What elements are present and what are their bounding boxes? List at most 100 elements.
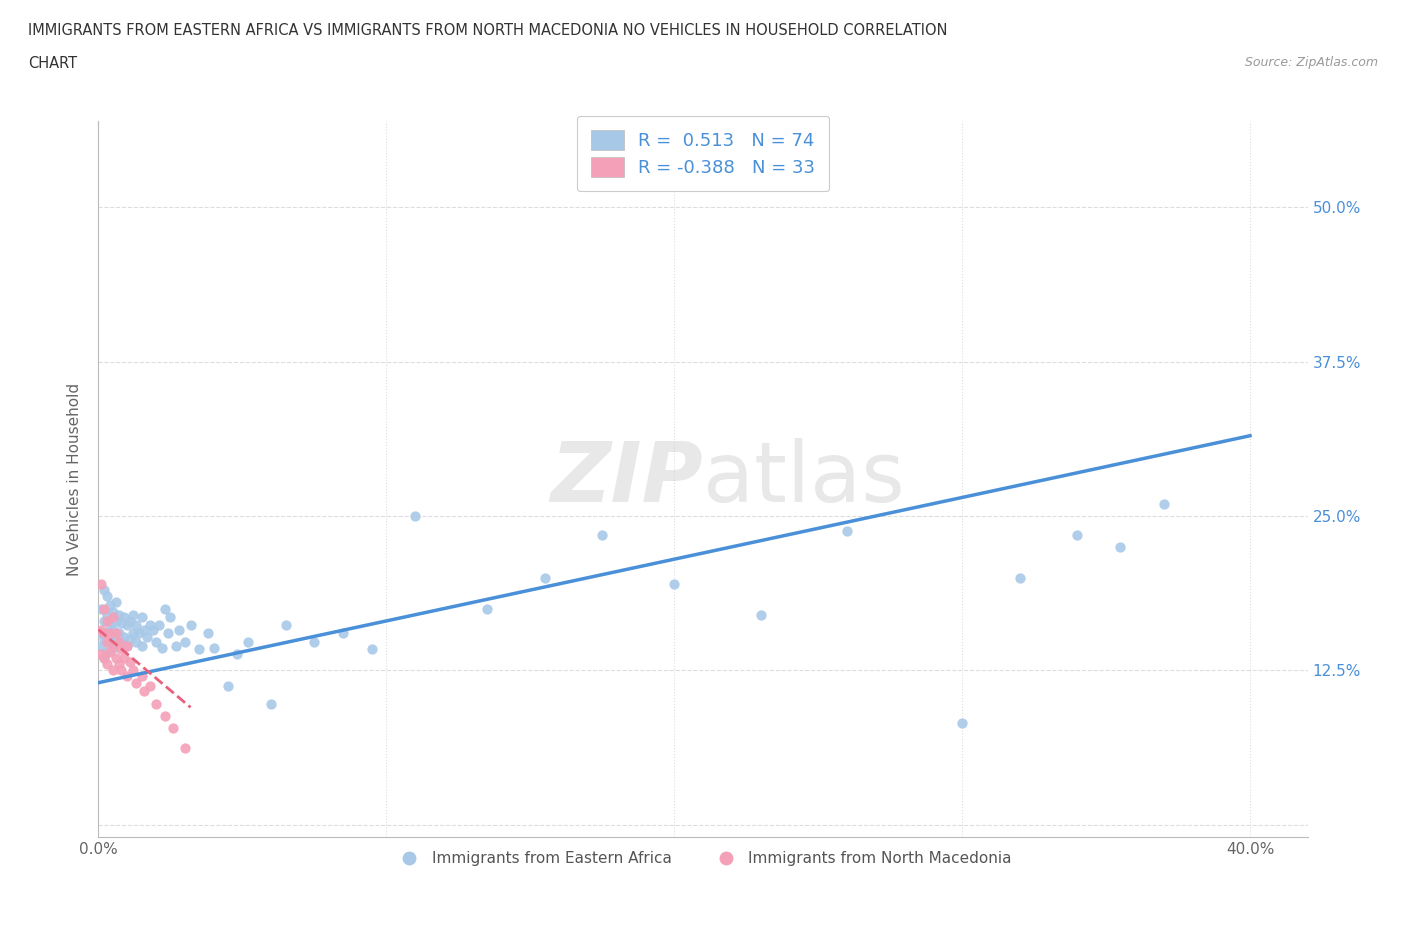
Point (125, 618, 148, 632)
Point (107, 657, 129, 671)
Point (93, 651, 115, 666)
Point (136, 630, 159, 644)
Point (93, 626, 115, 641)
Point (139, 618, 162, 632)
Point (120, 614, 142, 629)
Point (101, 638, 124, 653)
Point (1153, 497, 1175, 512)
Point (110, 634, 132, 649)
Point (260, 697, 283, 711)
Point (112, 630, 135, 644)
Point (122, 663, 145, 678)
Point (125, 634, 148, 649)
Point (1109, 539, 1132, 554)
Point (115, 618, 138, 632)
Point (173, 740, 195, 755)
Point (131, 638, 153, 653)
Point (122, 607, 145, 622)
Point (361, 642, 384, 657)
Point (104, 595, 127, 610)
Point (202, 641, 225, 656)
Point (591, 527, 613, 542)
Point (120, 654, 142, 669)
Point (173, 634, 195, 649)
Point (153, 709, 176, 724)
Point (96, 614, 118, 629)
Point (180, 618, 202, 632)
Point (188, 642, 211, 657)
Text: CHART: CHART (28, 56, 77, 71)
Point (1066, 527, 1088, 542)
Point (101, 610, 124, 625)
Point (134, 622, 156, 637)
Point (107, 626, 129, 641)
Point (96, 634, 118, 649)
Point (104, 632, 127, 647)
Point (98, 626, 121, 641)
Point (835, 524, 858, 538)
Point (749, 607, 772, 622)
Point (93, 614, 115, 629)
Point (156, 626, 179, 641)
Point (475, 601, 498, 616)
Point (153, 601, 176, 616)
Point (120, 632, 142, 647)
Point (404, 509, 426, 524)
Point (90, 638, 112, 653)
Point (101, 663, 124, 678)
Legend: Immigrants from Eastern Africa, Immigrants from North Macedonia: Immigrants from Eastern Africa, Immigran… (388, 845, 1018, 872)
Point (90, 577, 112, 591)
Point (128, 626, 150, 641)
Point (162, 721, 184, 736)
Point (101, 604, 124, 619)
Point (148, 618, 170, 632)
Point (332, 626, 354, 641)
Point (93, 601, 115, 616)
Point (150, 641, 173, 656)
Point (107, 607, 129, 622)
Point (274, 618, 297, 632)
Point (145, 697, 167, 711)
Point (96, 607, 118, 622)
Point (90, 601, 112, 616)
Point (98, 644, 121, 659)
Point (96, 657, 118, 671)
Point (110, 642, 132, 657)
Text: ZIP: ZIP (550, 438, 703, 520)
Point (98, 597, 121, 612)
Point (197, 626, 219, 641)
Text: atlas: atlas (703, 438, 904, 520)
Point (236, 634, 259, 649)
Point (96, 589, 118, 604)
Point (112, 610, 135, 625)
Point (950, 716, 973, 731)
Point (93, 651, 115, 666)
Point (98, 618, 121, 632)
Point (304, 634, 326, 649)
Point (98, 634, 121, 649)
Point (115, 669, 138, 684)
Point (110, 663, 132, 678)
Point (159, 610, 181, 625)
Point (101, 641, 124, 656)
Text: Source: ZipAtlas.com: Source: ZipAtlas.com (1244, 56, 1378, 69)
Point (96, 644, 118, 659)
Point (104, 651, 127, 666)
Point (93, 632, 115, 647)
Point (110, 616, 132, 631)
Point (167, 622, 190, 637)
Point (131, 610, 153, 625)
Point (139, 679, 162, 694)
Point (101, 622, 124, 637)
Point (93, 582, 115, 597)
Point (217, 679, 239, 694)
Point (533, 570, 555, 585)
Point (104, 614, 127, 629)
Point (122, 626, 145, 641)
Point (664, 577, 686, 591)
Y-axis label: No Vehicles in Household: No Vehicles in Household (67, 382, 83, 576)
Point (145, 634, 167, 649)
Point (142, 622, 165, 637)
Point (134, 684, 156, 698)
Point (225, 647, 247, 662)
